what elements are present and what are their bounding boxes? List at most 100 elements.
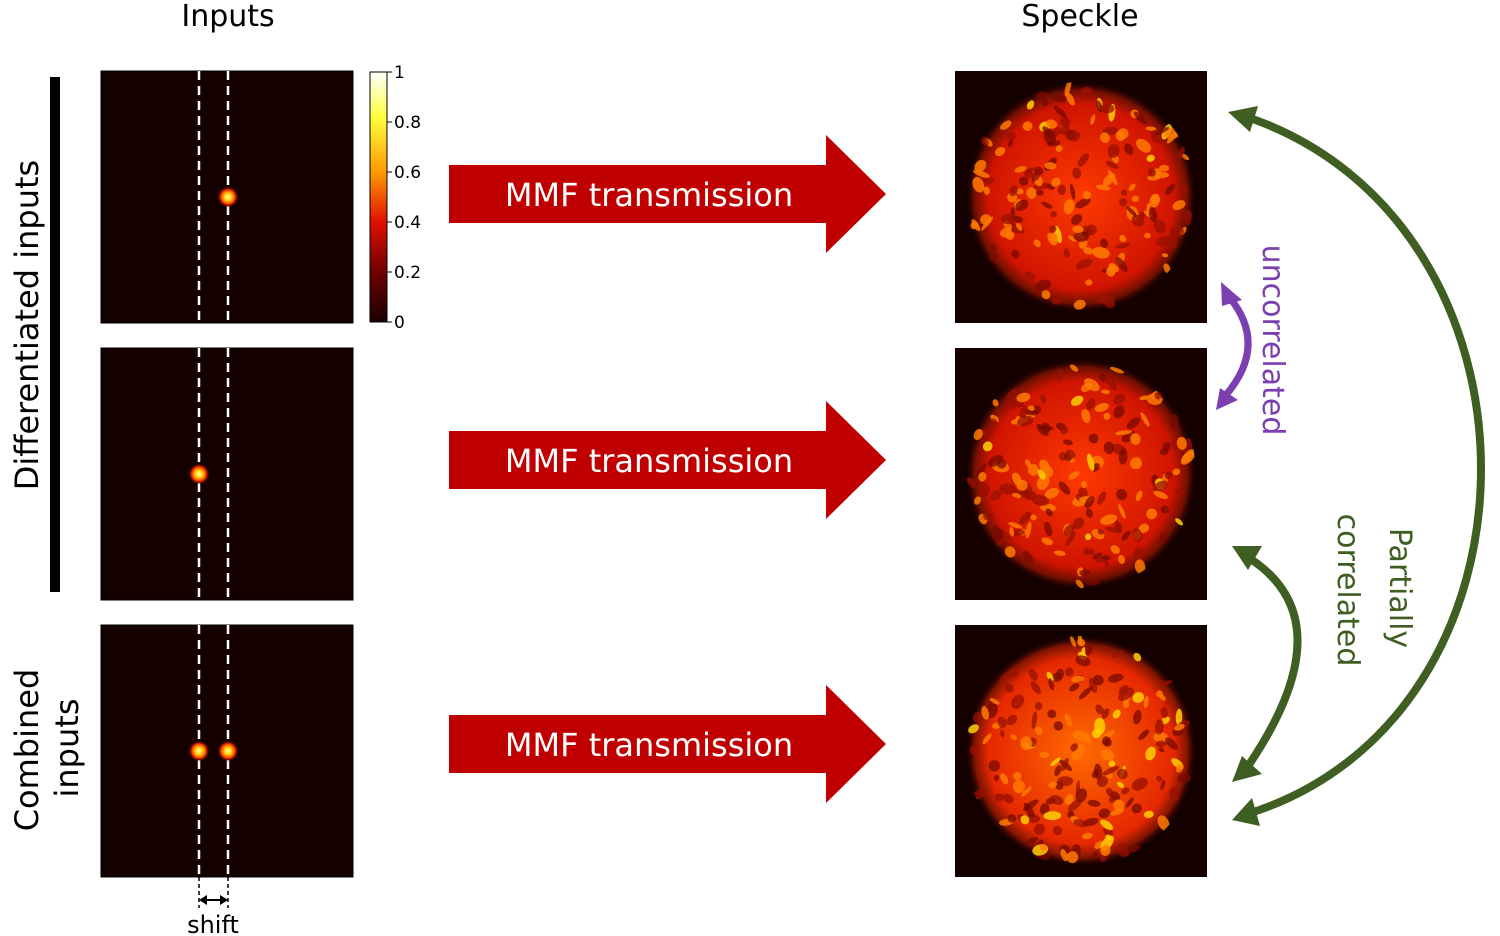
speckle-grain [1131,214,1145,227]
speckle-grain [1110,366,1124,374]
speckle-grain [1048,781,1058,788]
speckle-grain [1096,100,1103,113]
speckle-grain [1024,271,1035,280]
speckle-grain [1126,417,1141,430]
speckle-grain [1094,763,1103,781]
speckle-grain [972,711,983,723]
speckle-grain [1033,823,1046,835]
speckle-grain [983,177,995,184]
speckle-grain [1060,848,1068,862]
speckle-grain [1039,751,1050,759]
speckle-grain [982,441,993,452]
speckle-grain [1100,819,1114,831]
uncorrelated-arrow [1216,282,1252,410]
speckle-grain [1060,124,1070,136]
speckle-grain [1075,579,1084,589]
speckle-grain [1031,711,1038,729]
speckle-grain [1019,511,1032,525]
speckle-grain [999,483,1017,495]
speckle-grain [1067,235,1078,242]
speckle-grain [966,477,977,488]
speckle-grain [1024,490,1037,501]
speckle-grain [1009,185,1018,197]
speckle-grain [1130,457,1142,470]
speckle-grain [1100,845,1111,856]
speckle-grain [1174,488,1184,496]
speckle-grain [1025,167,1035,174]
speckle-grain [1092,247,1110,259]
speckle-grain [1048,678,1055,691]
speckle-grain [1144,232,1151,239]
colorbar-tick-label: 0 [394,313,405,333]
speckle-grain [1154,392,1162,400]
speckle-grain [1105,834,1112,841]
speckle-grain [969,745,978,755]
speckle-grain [1154,719,1164,735]
speckle-grain [1134,111,1147,125]
input-spot [188,740,210,762]
speckle-grain [1040,422,1051,434]
speckle-grain [1041,201,1053,209]
mmf-arrow-1: MMF transmission [449,135,886,253]
speckle-grain [1157,815,1170,831]
speckle-grain [1056,668,1065,680]
speckle-grain [1128,845,1141,853]
speckle-grain [1103,412,1111,420]
differentiated-bracket-bar [50,77,60,592]
speckle-grain [1016,392,1031,403]
speckle-grain [1032,405,1042,414]
speckle-grain [1125,797,1134,808]
speckle-grain [1030,681,1041,695]
speckle-grain [1037,839,1044,846]
speckle-grain [1106,787,1114,798]
speckle-header: Speckle [1021,0,1138,34]
speckle-grain [1069,183,1076,200]
speckle-grain [1050,94,1067,103]
speckle-grain [1050,757,1061,767]
speckle-grain [1118,448,1128,465]
speckle-grain [977,482,990,498]
speckle-grain [1013,771,1022,781]
speckle-grain [1143,696,1149,709]
speckle-grain [1067,799,1082,812]
colorbar: 1 0.8 0.6 0.4 0.2 0 [369,63,421,333]
speckle-grain [1010,734,1017,740]
speckle-grain [1099,103,1115,114]
speckle-grain [1075,780,1080,798]
colorbar-tick-label: 0.8 [394,113,421,133]
speckle-grain [997,716,1007,728]
speckle-grain [973,428,983,441]
speckle-grain [981,706,990,720]
speckle-grain [1027,836,1039,845]
speckle-grain [1064,794,1074,805]
speckle-grain [1084,496,1095,509]
speckle-grain [1000,729,1005,738]
speckle-grain [1008,522,1023,529]
speckle-grain [1097,296,1106,304]
speckle-grain [1045,508,1053,517]
mmf-arrow-label: MMF transmission [505,726,793,764]
speckle-grain [1021,786,1032,797]
speckle-grain [1007,139,1014,148]
speckle-grain [1006,388,1018,398]
speckle-grain [1054,550,1066,556]
speckle-grain [1028,668,1038,681]
input-spot [217,186,239,208]
speckle-grain [1085,579,1100,586]
speckle-grain [1049,795,1064,805]
speckle-grain [1150,131,1164,143]
speckle-grain [1028,464,1039,476]
speckle-grain [1085,644,1093,656]
speckle-grain [1049,232,1058,243]
speckle-grain [1049,225,1057,233]
speckle-grain [1116,257,1128,272]
mmf-arrow-2: MMF transmission [449,401,886,519]
speckle-grain [991,525,1002,542]
speckle-grain [1107,143,1120,159]
speckle-grain [1119,234,1127,243]
partially-correlated-label-line1: Partially [1382,528,1417,648]
speckle-grain [1059,117,1071,127]
speckle-grain [1092,552,1103,560]
speckle-grain [1047,709,1057,719]
speckle-panel-1 [955,71,1207,323]
